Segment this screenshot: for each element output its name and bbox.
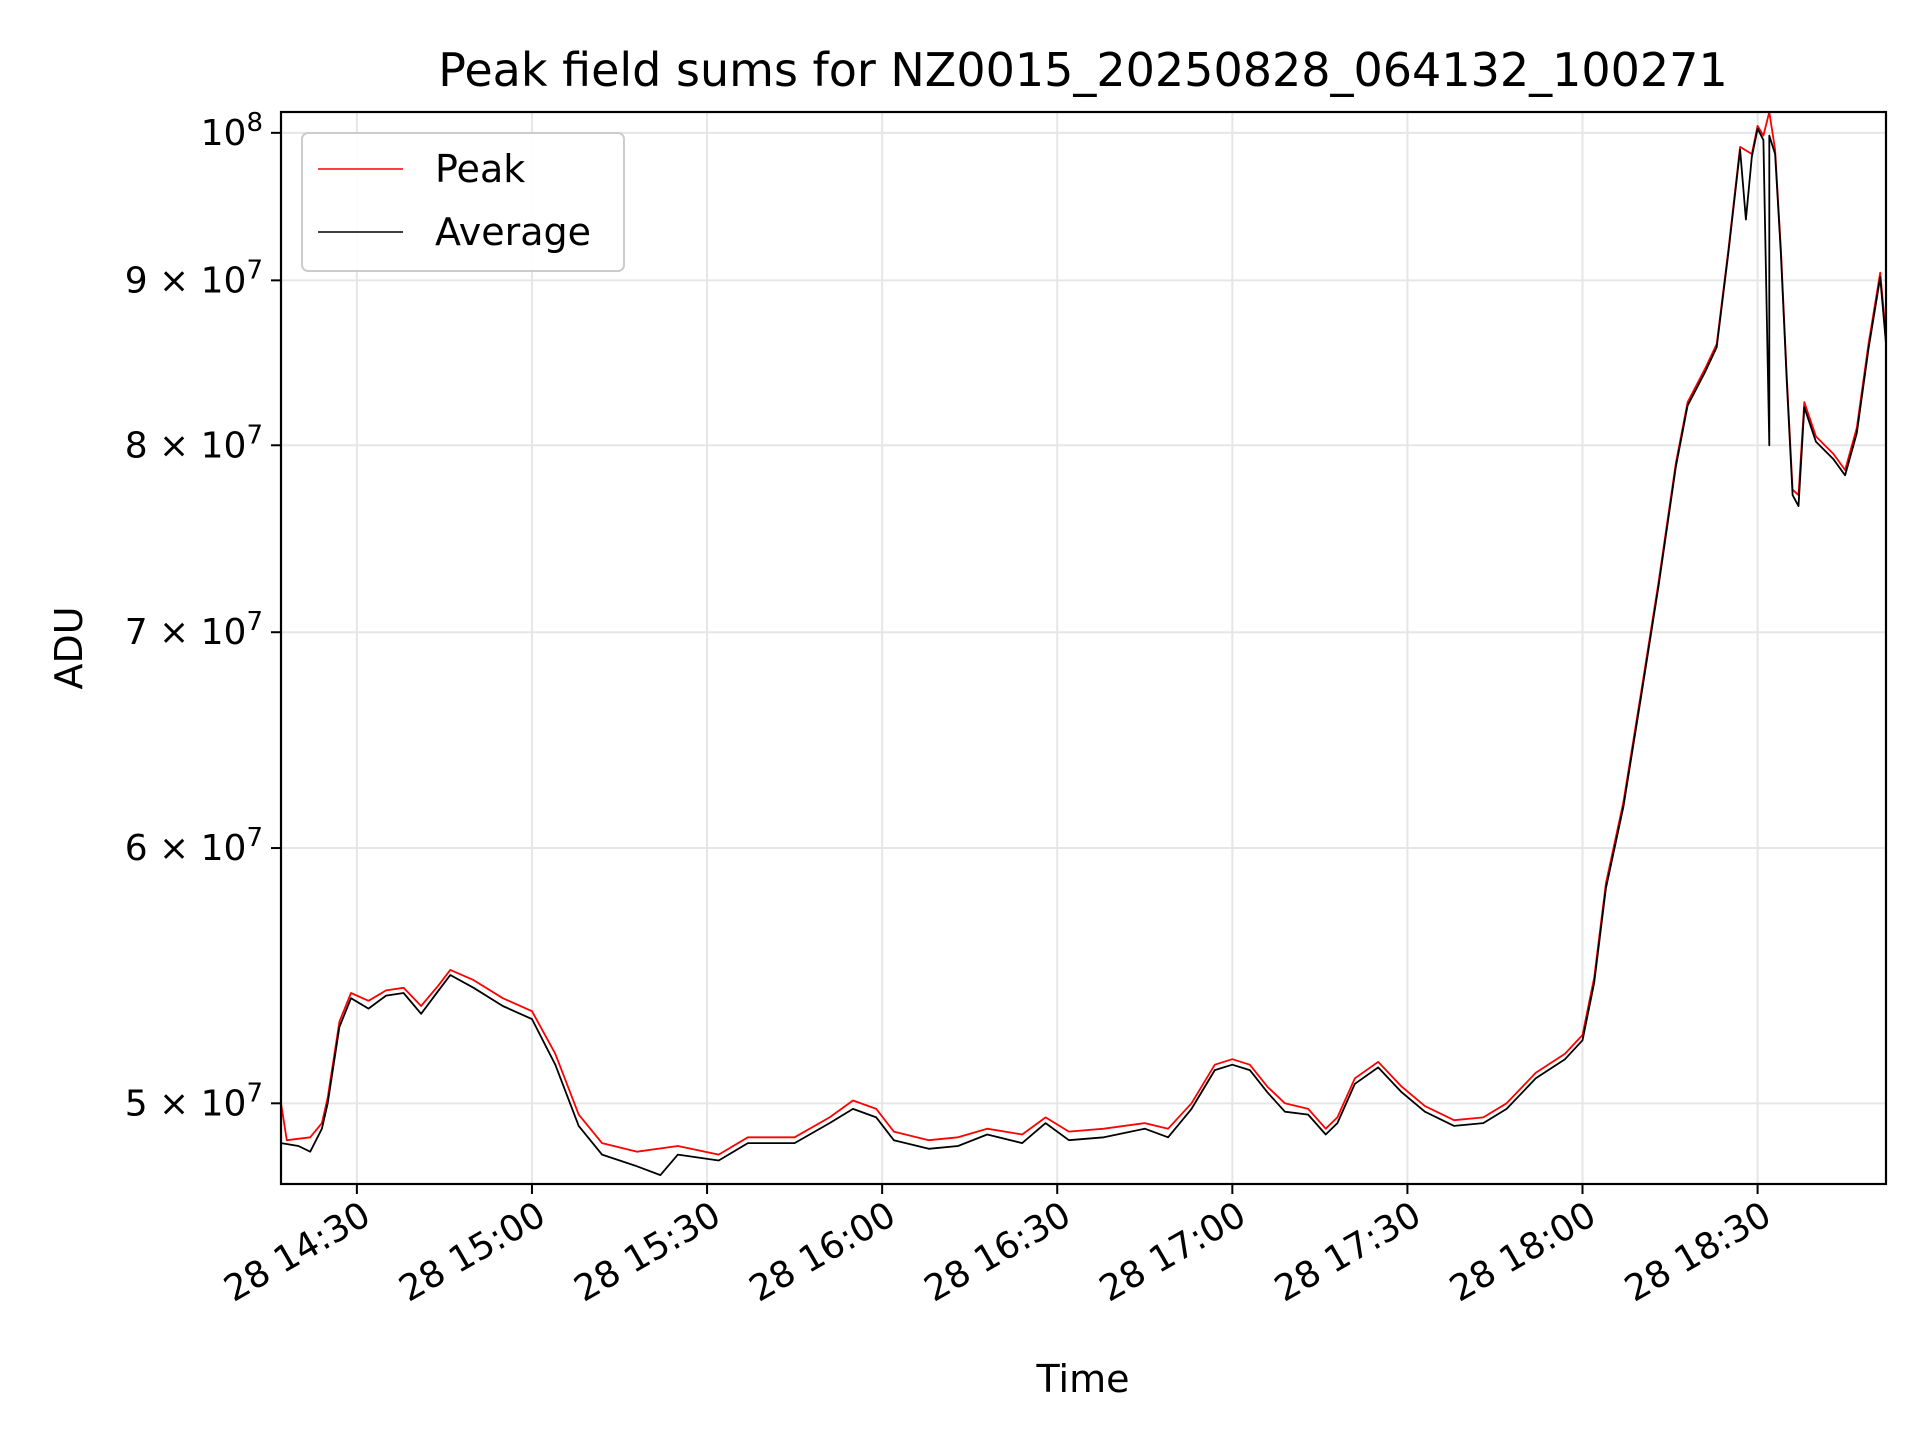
y-tick-label: 9 × 107 (125, 255, 263, 301)
x-axis-title: Time (1036, 1357, 1130, 1401)
legend: Peak Average (301, 132, 625, 272)
grid (281, 112, 1886, 1184)
legend-label-average: Average (435, 210, 591, 254)
y-tick-label: 6 × 107 (125, 823, 263, 869)
series-line-peak (281, 112, 1886, 1156)
chart-title: Peak field sums for NZ0015_20250828_0641… (438, 43, 1727, 97)
plot-frame (279, 110, 1888, 1186)
y-tick-label: 7 × 107 (125, 607, 263, 653)
plot-lines (281, 112, 1886, 1176)
y-tick-label: 8 × 107 (125, 420, 263, 466)
y-axis-title: ADU (47, 606, 91, 689)
legend-box (301, 132, 625, 272)
series-line-average (281, 127, 1886, 1176)
y-tick-label: 5 × 107 (125, 1078, 263, 1124)
legend-label-peak: Peak (435, 147, 525, 191)
